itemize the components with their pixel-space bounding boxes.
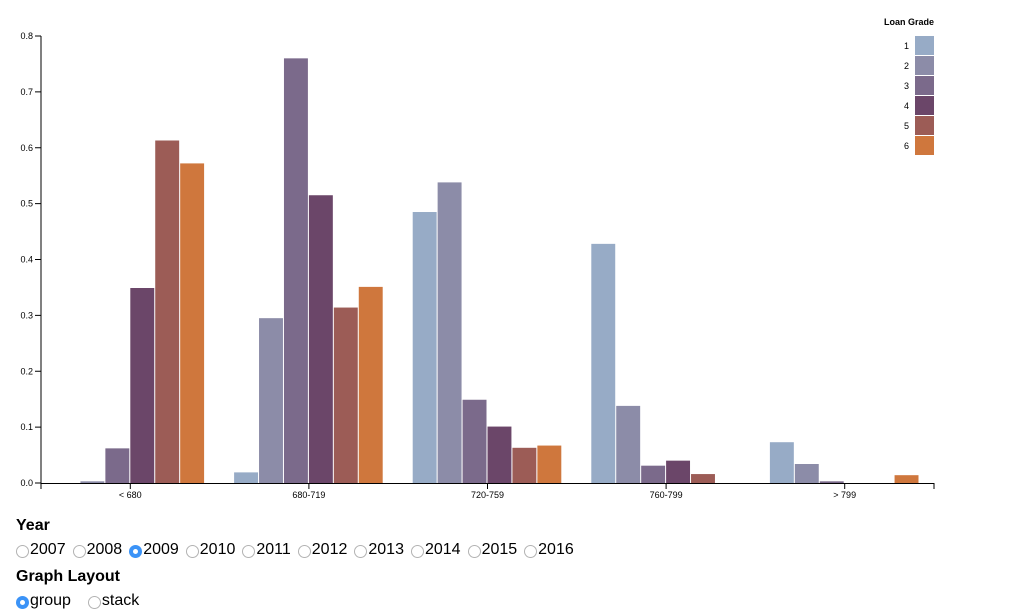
year-radio-2013[interactable]	[354, 544, 368, 558]
legend-swatch-grade-2	[915, 56, 934, 75]
y-tick-label: 0.5	[20, 199, 33, 209]
year-option-2007[interactable]: 2007	[16, 540, 66, 560]
legend-label: 4	[904, 101, 909, 111]
legend-title: Loan Grade	[884, 17, 934, 27]
year-option-2008[interactable]: 2008	[72, 540, 123, 560]
bar-2-grade-4	[487, 426, 512, 483]
bar-1-grade-6	[358, 286, 383, 483]
year-radio-2012[interactable]	[297, 544, 311, 558]
bars-group	[80, 58, 919, 484]
legend: Loan Grade 1 2 3 4 5 6	[884, 17, 934, 155]
legend-label: 1	[904, 41, 909, 51]
bar-0-grade-4	[130, 288, 155, 483]
legend-swatch-grade-6	[915, 136, 934, 155]
bar-0-grade-2	[80, 481, 105, 483]
bar-1-grade-5	[333, 307, 358, 483]
x-tick-label: > 799	[833, 490, 856, 500]
y-tick-label: 0.1	[20, 422, 33, 432]
legend-label: 6	[904, 141, 909, 151]
legend-swatch-grade-5	[915, 116, 934, 135]
year-option-2014[interactable]: 2014	[410, 540, 461, 560]
year-title: Year	[16, 517, 50, 534]
x-tick-label: 720-759	[471, 490, 504, 500]
layout-label: group	[30, 592, 71, 609]
bar-2-grade-3	[462, 399, 487, 483]
layout-radio-group[interactable]	[16, 595, 29, 609]
layout-radio-group: group stack	[16, 591, 581, 611]
year-radio-2011[interactable]	[242, 544, 256, 558]
year-radio-2015[interactable]	[467, 544, 481, 558]
bar-4-grade-3	[819, 481, 844, 483]
year-label: 2010	[199, 541, 236, 558]
legend-label: 2	[904, 61, 909, 71]
year-label: 2009	[143, 541, 179, 558]
y-tick-label: 0.6	[20, 143, 33, 153]
bar-2-grade-2	[437, 182, 462, 483]
year-option-2011[interactable]: 2011	[242, 540, 291, 560]
y-tick-label: 0.8	[20, 31, 33, 41]
bar-3-grade-3	[641, 465, 666, 483]
bar-1-grade-1	[234, 472, 259, 483]
year-radio-2008[interactable]	[72, 544, 86, 558]
x-tick-label: 680-719	[292, 490, 325, 500]
year-label: 2007	[30, 541, 66, 558]
y-tick-label: 0.2	[20, 366, 33, 376]
year-option-2013[interactable]: 2013	[354, 540, 404, 560]
year-option-2012[interactable]: 2012	[297, 540, 348, 560]
x-axis: < 680 680-719 720-759 760-799 > 799	[40, 483, 935, 500]
year-radio-2010[interactable]	[185, 544, 199, 558]
year-radio-2009[interactable]	[129, 544, 143, 558]
bar-4-grade-1	[769, 442, 794, 483]
year-label: 2014	[424, 541, 461, 558]
year-label: 2015	[481, 541, 518, 558]
bar-3-grade-5	[691, 474, 715, 483]
bar-1-grade-3	[283, 58, 308, 483]
y-tick-label: 0.0	[20, 478, 33, 488]
legend-label: 3	[904, 81, 909, 91]
layout-label: stack	[101, 592, 140, 609]
y-tick-label: 0.3	[20, 310, 33, 320]
year-label: 2012	[311, 541, 348, 558]
year-label: 2008	[86, 541, 123, 558]
year-label: 2011	[256, 541, 291, 558]
year-option-2015[interactable]: 2015	[467, 540, 518, 560]
y-axis: 0.0 0.1 0.2 0.3 0.4 0.5 0.6 0.7 0.8	[20, 31, 42, 488]
year-option-2016[interactable]: 2016	[524, 540, 574, 560]
bar-0-grade-6	[180, 163, 205, 483]
bar-chart: 0.0 0.1 0.2 0.3 0.4 0.5 0.6 0.7 0.8 < 680 680-719…	[20, 17, 935, 500]
bar-4-grade-6	[894, 475, 919, 483]
x-tick-label: 760-799	[650, 490, 683, 500]
layout-option-stack[interactable]: stack	[87, 591, 140, 611]
layout-radio-stack[interactable]	[87, 595, 101, 609]
bar-2-grade-6	[537, 445, 562, 483]
bar-3-grade-4	[666, 460, 691, 483]
year-radio-2007[interactable]	[16, 544, 29, 558]
year-radio-2016[interactable]	[524, 544, 538, 558]
year-radio-2014[interactable]	[410, 544, 424, 558]
year-radio-group: 2007 2008 2009 2010 2011 2012 2013 2014 2015 2016	[16, 540, 581, 560]
bar-1-grade-2	[259, 318, 283, 483]
legend-swatch-grade-4	[915, 96, 934, 115]
y-tick-label: 0.4	[20, 255, 33, 265]
y-tick-label: 0.7	[20, 87, 33, 97]
bar-1-grade-4	[308, 195, 333, 484]
bar-0-grade-3	[105, 448, 130, 483]
legend-label: 5	[904, 121, 909, 131]
graph-layout-title: Graph Layout	[16, 568, 121, 585]
controls: Year 2007 2008 2009 2010 2011 2012 2013 2014 201…	[16, 516, 581, 611]
x-tick-label: < 680	[119, 490, 142, 500]
bar-3-grade-2	[616, 405, 641, 483]
bar-4-grade-2	[794, 464, 819, 483]
legend-swatch-grade-3	[915, 76, 934, 95]
year-option-2009[interactable]: 2009	[129, 540, 179, 560]
layout-option-group[interactable]: group	[16, 591, 71, 611]
year-option-2010[interactable]: 2010	[185, 540, 236, 560]
bar-2-grade-1	[412, 212, 437, 483]
year-label: 2016	[538, 541, 574, 558]
legend-swatch-grade-1	[915, 36, 934, 55]
bar-0-grade-5	[155, 140, 180, 484]
bar-3-grade-1	[591, 243, 616, 483]
year-label: 2013	[368, 541, 404, 558]
bar-2-grade-5	[512, 447, 537, 483]
